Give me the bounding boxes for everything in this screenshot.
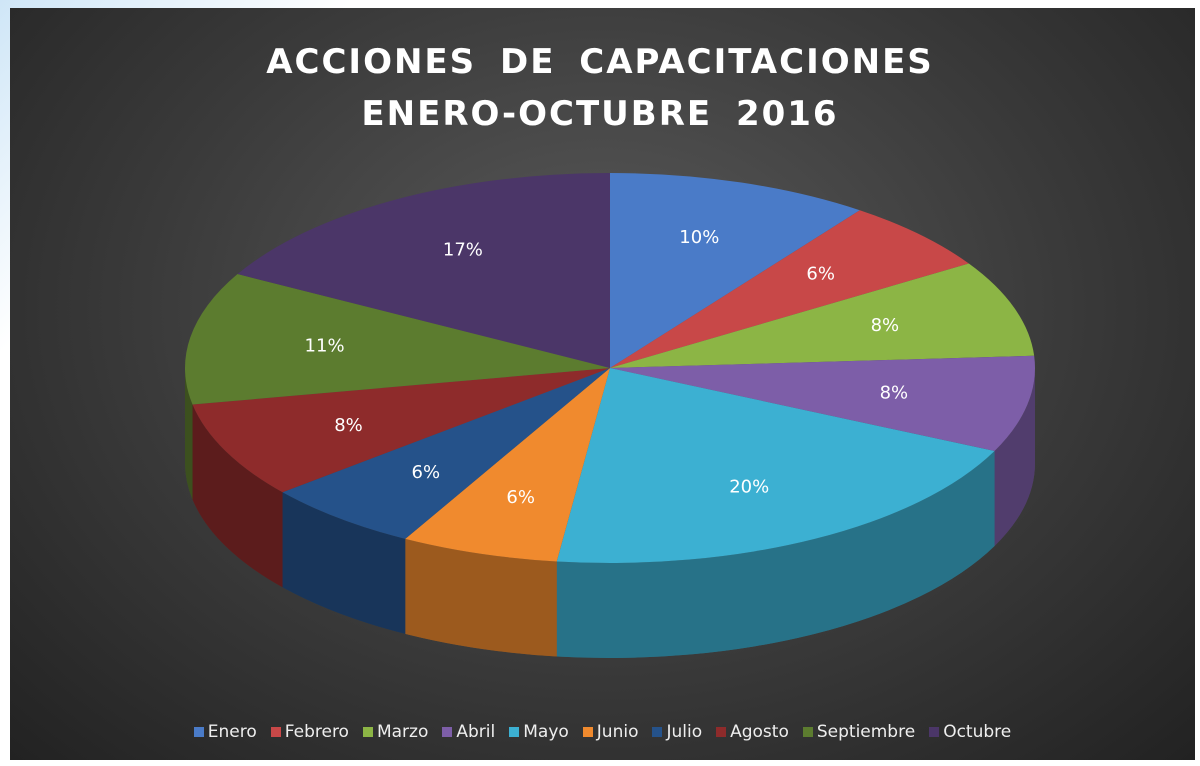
slice-side (185, 368, 193, 500)
legend-item: Mayo (509, 722, 569, 742)
data-label: 6% (506, 487, 535, 508)
legend: Enero Febrero Marzo Abril Mayo Junio Julio Agos… (10, 722, 1195, 742)
legend-swatch (270, 727, 281, 737)
legend-swatch (193, 727, 204, 737)
slice (610, 173, 860, 368)
slice-side-shade (994, 368, 1035, 547)
legend-swatch (716, 727, 727, 737)
data-label: 8% (880, 383, 909, 404)
data-label: 6% (412, 462, 441, 483)
legend-label: Septiembre (816, 722, 916, 742)
legend-item: Septiembre (802, 722, 916, 742)
legend-label: Marzo (376, 722, 429, 742)
legend-swatch (509, 727, 520, 737)
legend-label: Febrero (284, 722, 349, 742)
data-label: 6% (806, 264, 835, 285)
data-label: 10% (679, 227, 719, 248)
chart-title: ACCIONES DE CAPACITACIONES ENERO-OCTUBRE… (266, 42, 934, 134)
slice (237, 173, 611, 368)
legend-swatch (802, 727, 813, 737)
slice (405, 368, 610, 562)
slice (185, 274, 610, 405)
data-label: 11% (305, 336, 345, 357)
data-label: 8% (871, 315, 900, 336)
slice-side (282, 492, 406, 634)
legend-swatch (582, 727, 593, 737)
legend-swatch (362, 727, 373, 737)
legend-item: Abril (442, 722, 495, 742)
data-label: 20% (729, 477, 769, 498)
slice (192, 368, 610, 493)
legend-swatch (442, 727, 453, 737)
legend-swatch (929, 727, 940, 737)
legend-label: Enero (207, 722, 257, 742)
slice-side (994, 368, 1035, 547)
legend-swatch (652, 727, 663, 737)
slice (556, 368, 995, 563)
legend-label: Julio (666, 722, 703, 742)
legend-label: Junio (596, 722, 639, 742)
data-label: 8% (334, 415, 363, 436)
slice (610, 210, 969, 368)
legend-item: Julio (652, 722, 702, 742)
slice-side-shade (192, 404, 283, 588)
slice-side (556, 451, 995, 658)
legend-item: Octubre (929, 722, 1011, 742)
legend-item: Agosto (716, 722, 789, 742)
slice-side-shade (185, 368, 193, 500)
legend-item: Marzo (362, 722, 429, 742)
slice-side (192, 404, 283, 588)
slice-side-shade (282, 492, 406, 634)
legend-label: Octubre (943, 722, 1012, 742)
slice (610, 355, 1035, 452)
legend-item: Junio (582, 722, 639, 742)
slice (610, 263, 1035, 368)
slice-side (405, 538, 557, 657)
legend-item: Febrero (270, 722, 349, 742)
legend-item: Enero (193, 722, 257, 742)
legend-label: Abril (456, 722, 496, 742)
slice-side-shade (556, 451, 995, 658)
data-label: 17% (443, 240, 483, 261)
slice (282, 368, 610, 539)
legend-label: Agosto (730, 722, 789, 742)
slice-side-shade (405, 538, 557, 657)
legend-label: Mayo (523, 722, 569, 742)
